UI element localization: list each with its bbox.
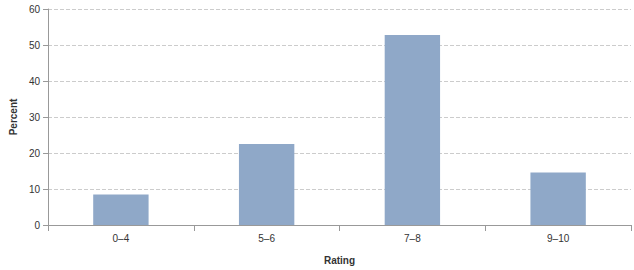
svg-text:9–10: 9–10	[547, 233, 570, 244]
svg-text:20: 20	[29, 148, 41, 159]
svg-text:7–8: 7–8	[404, 233, 421, 244]
svg-text:30: 30	[29, 112, 41, 123]
svg-text:Rating: Rating	[324, 255, 355, 266]
svg-text:50: 50	[29, 40, 41, 51]
svg-text:60: 60	[29, 4, 41, 15]
svg-text:Percent: Percent	[8, 98, 19, 135]
svg-text:5–6: 5–6	[258, 233, 275, 244]
svg-text:0–4: 0–4	[113, 233, 130, 244]
svg-text:40: 40	[29, 76, 41, 87]
svg-text:10: 10	[29, 184, 41, 195]
svg-text:0: 0	[34, 220, 40, 231]
